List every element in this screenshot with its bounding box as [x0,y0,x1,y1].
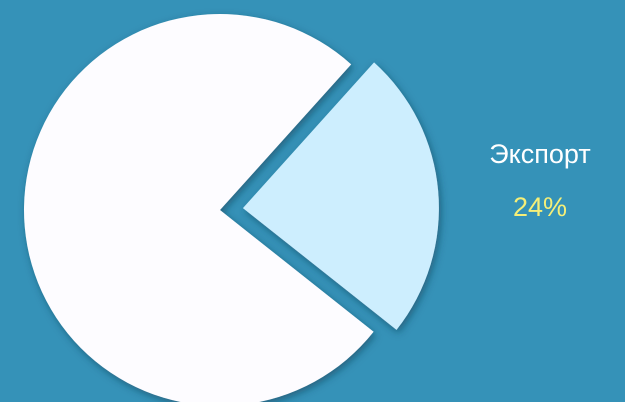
slice-label: Экспорт [489,139,590,169]
pie-slice [242,62,439,330]
pie-slice [24,14,374,402]
slice-value-label: 24% [513,192,567,222]
pie [24,14,439,402]
